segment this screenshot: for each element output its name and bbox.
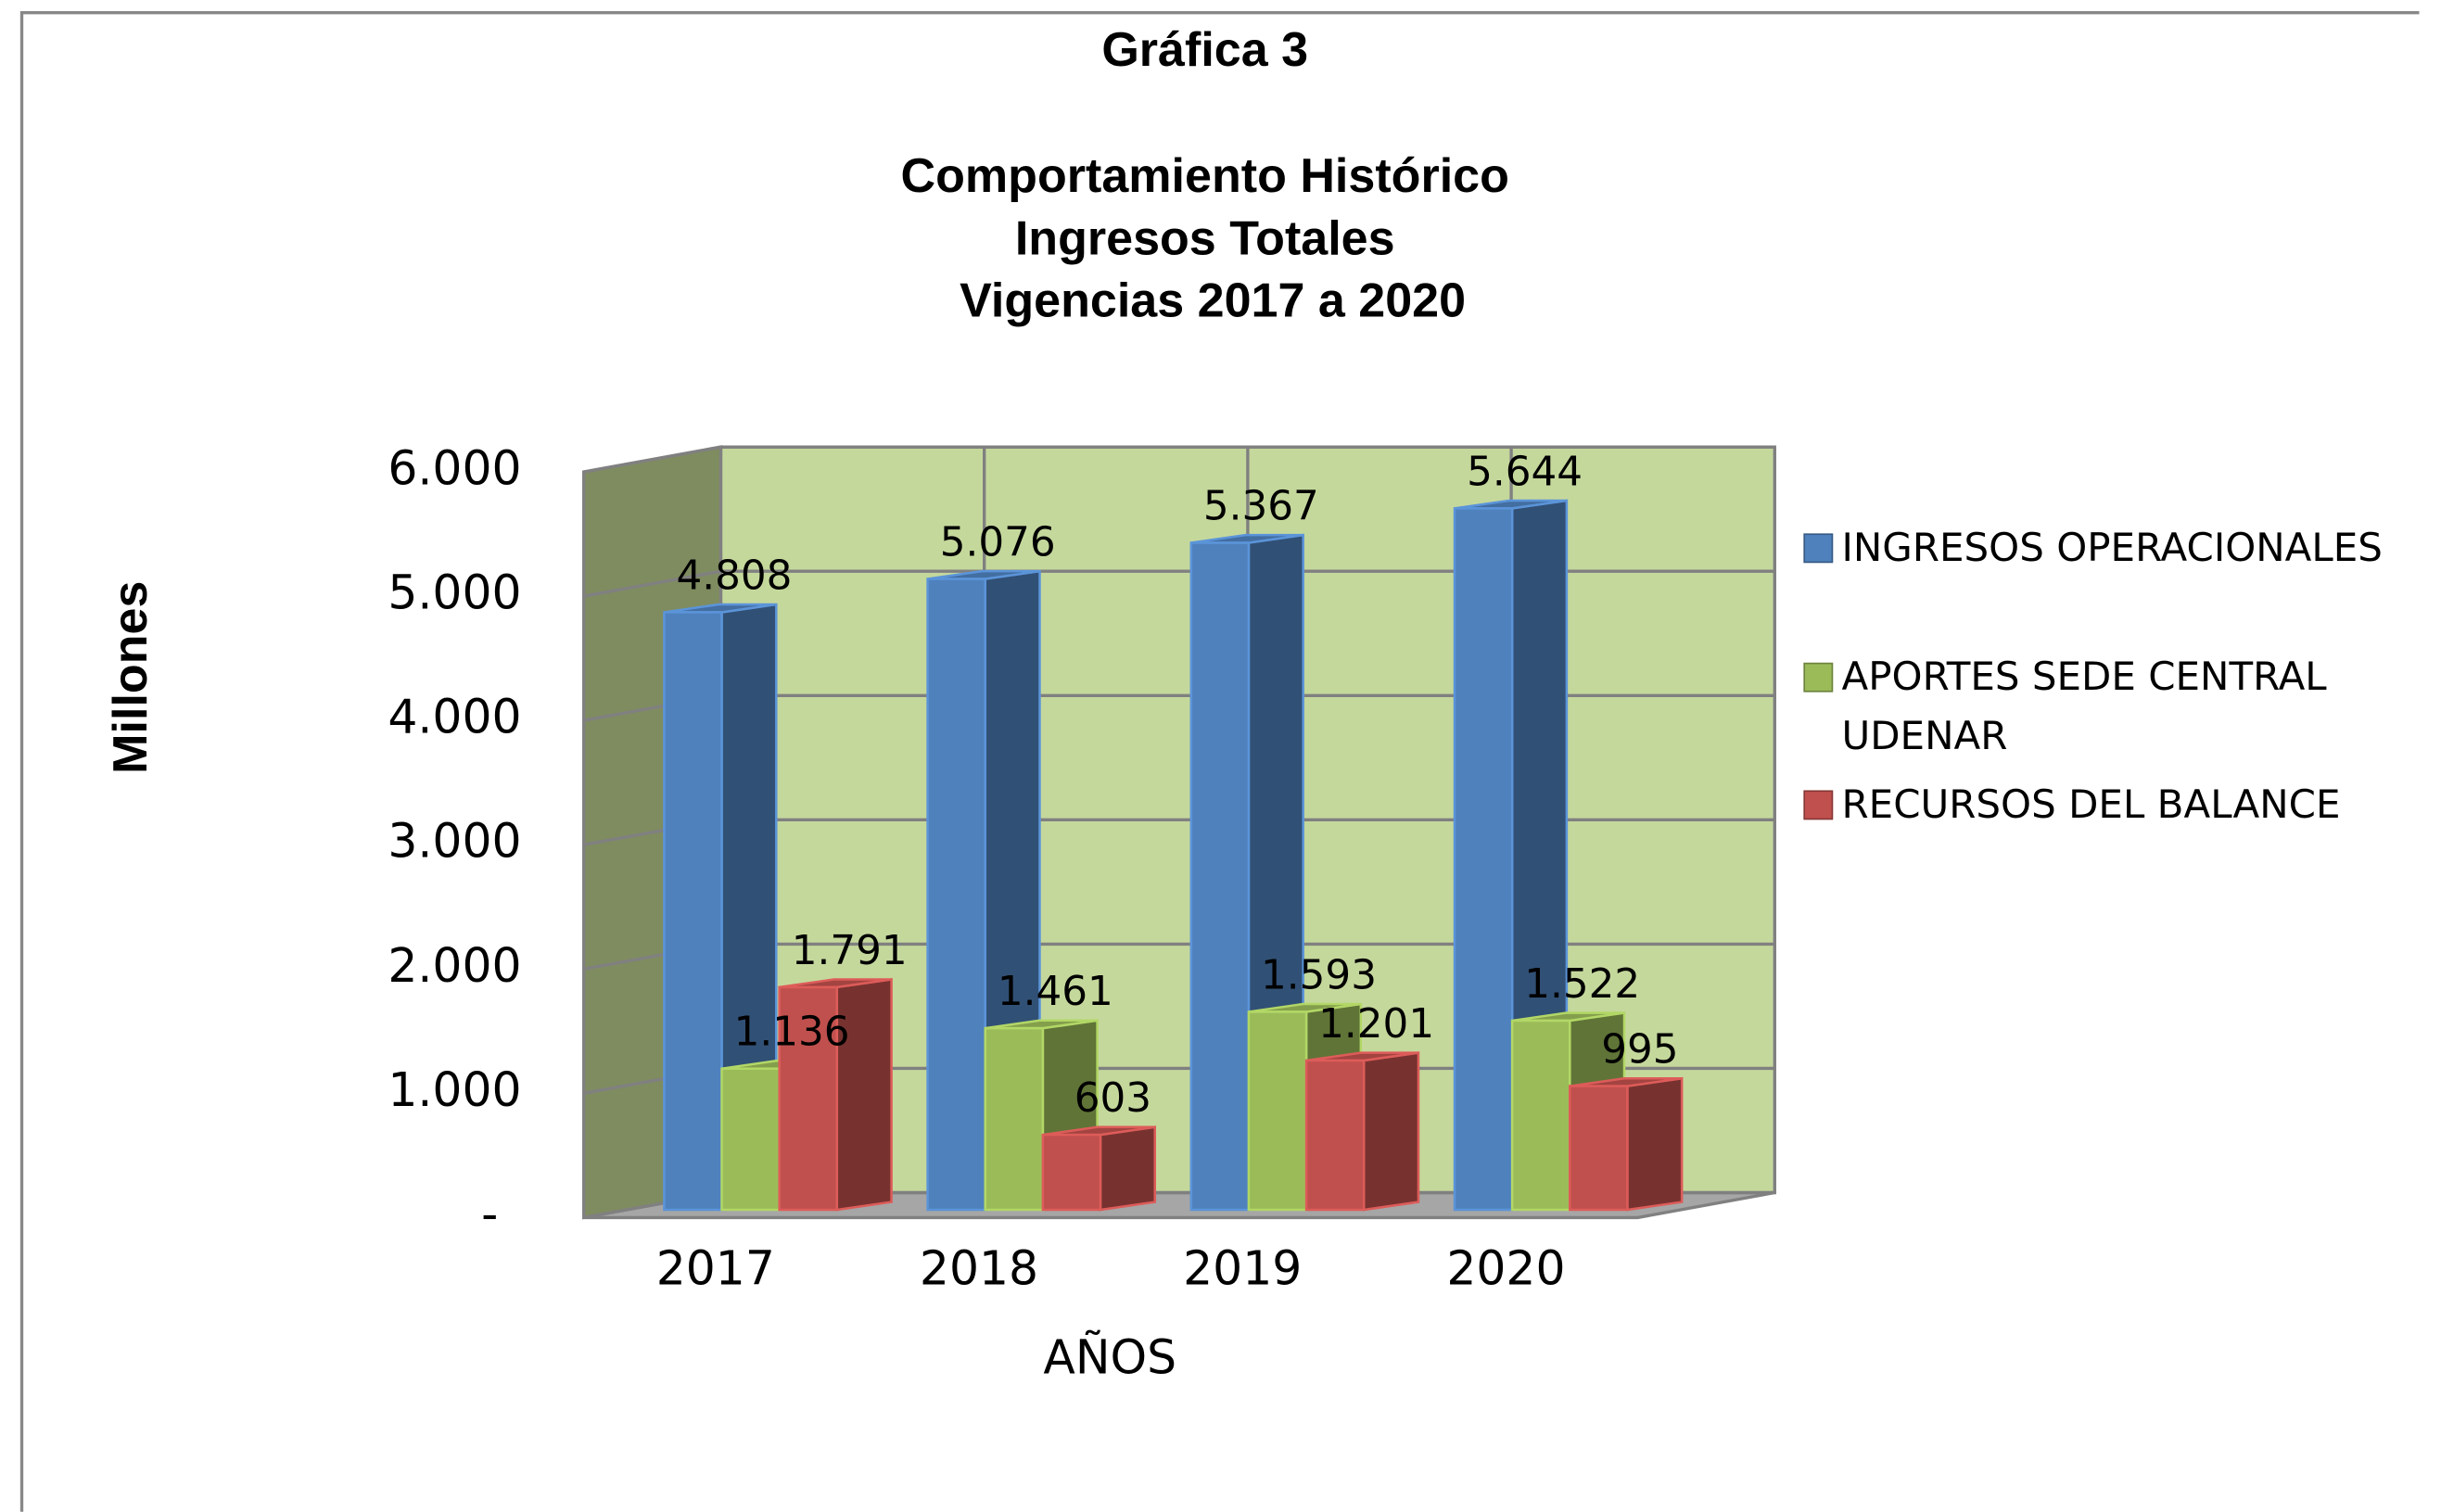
data-label: 1.136 (734, 1009, 850, 1056)
data-label: 5.644 (1467, 448, 1583, 495)
bar-front (720, 1067, 781, 1212)
x-tick-label: 2020 (1446, 1241, 1565, 1296)
bar (663, 603, 778, 1212)
data-label: 1.593 (1261, 951, 1377, 998)
x-axis-label: AÑOS (1043, 1329, 1176, 1384)
y-tick-label: 4.000 (388, 690, 521, 744)
data-label: 1.522 (1524, 960, 1640, 1008)
chart-subtitle: Comportamiento Histórico (901, 149, 1509, 203)
y-tick-label: 6.000 (388, 441, 521, 496)
chart-subtitle: Vigencias 2017 a 2020 (960, 273, 1466, 327)
data-label: 603 (1074, 1074, 1151, 1122)
data-label: 5.076 (940, 519, 1056, 566)
data-label: 4.808 (676, 553, 792, 600)
bar-front (1304, 1059, 1366, 1212)
bar-front (1247, 1010, 1308, 1212)
data-label: 1.791 (792, 927, 908, 974)
bar-front (926, 578, 986, 1212)
legend-label: APORTES SEDE CENTRAL UDENAR (1841, 654, 2327, 759)
legend-swatch (1803, 533, 1834, 564)
data-label: 1.201 (1318, 1000, 1434, 1048)
bar-front (1569, 1085, 1629, 1212)
bar (1189, 533, 1304, 1212)
bar (1304, 1051, 1420, 1212)
bar (1569, 1076, 1684, 1212)
data-label: 995 (1601, 1026, 1678, 1074)
y-tick-label: 5.000 (388, 565, 521, 620)
grid-line (583, 445, 1775, 474)
y-tick-label: 3.000 (388, 814, 521, 869)
bar-front (984, 1026, 1045, 1212)
legend-entry: RECURSOS DEL BALANCE (1841, 781, 2341, 827)
bar (778, 978, 893, 1212)
legend-label: INGRESOS OPERACIONALES (1841, 525, 2383, 570)
grid-line (583, 569, 1775, 598)
bar-front (1041, 1133, 1102, 1212)
y-tick-label: 1.000 (388, 1062, 521, 1117)
bar-side (1362, 1051, 1420, 1212)
bar (1041, 1125, 1157, 1212)
legend-swatch (1803, 790, 1834, 820)
x-tick-label: 2017 (656, 1241, 775, 1296)
bar-side (1099, 1125, 1157, 1212)
x-tick-label: 2019 (1183, 1241, 1302, 1296)
bar-front (1189, 541, 1251, 1212)
y-tick-label: 2.000 (388, 938, 521, 993)
bar-side (1626, 1076, 1684, 1212)
legend-swatch (1803, 662, 1834, 692)
chart-subtitle: Ingresos Totales (1015, 211, 1395, 265)
frame (19, 10, 2420, 1512)
bar-front (1453, 507, 1514, 1212)
chart-title: Gráfica 3 (1101, 23, 1308, 77)
x-tick-label: 2018 (920, 1241, 1038, 1296)
bar-front (1510, 1019, 1571, 1212)
legend-entry: INGRESOS OPERACIONALES (1841, 525, 2383, 570)
bar-front (778, 985, 839, 1212)
legend-label: RECURSOS DEL BALANCE (1841, 781, 2341, 827)
y-axis-label: Millones (104, 581, 158, 774)
bar-front (663, 611, 723, 1212)
y-tick-label: - (481, 1187, 498, 1241)
legend-entry: APORTES SEDE CENTRAL UDENAR (1841, 654, 2327, 759)
data-label: 1.461 (998, 968, 1113, 1015)
data-label: 5.367 (1203, 483, 1319, 530)
